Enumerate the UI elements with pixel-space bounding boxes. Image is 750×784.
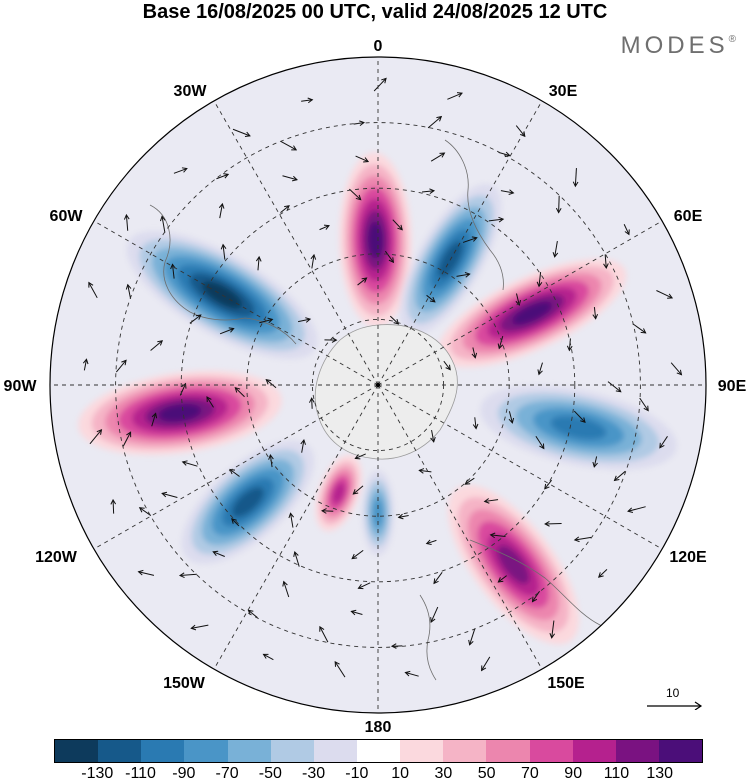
lon-label-60w: 60W	[50, 208, 84, 225]
polar-map: 0 30E 60E 90E 120E 150E 180 150W 120W 90…	[0, 0, 750, 740]
lon-label-150w: 150W	[163, 675, 206, 692]
lon-label-120e: 120E	[669, 549, 707, 566]
lon-label-90w: 90W	[4, 378, 38, 395]
south-pole-marker	[376, 383, 380, 387]
colorbar-segment	[98, 740, 141, 762]
colorbar-tick-label: -70	[216, 766, 239, 782]
lon-label-0: 0	[374, 38, 383, 55]
colorbar-segment	[400, 740, 443, 762]
colorbar-tick-label: -30	[302, 766, 325, 782]
lon-label-150e: 150E	[547, 675, 585, 692]
colorbar-tick-label: 70	[521, 766, 539, 782]
colorbar-segment	[659, 740, 702, 762]
colorbar-tick-label: -90	[172, 766, 195, 782]
lon-label-30e: 30E	[549, 83, 578, 100]
colorbar-segment	[573, 740, 616, 762]
lon-label-180: 180	[365, 719, 392, 736]
colorbar-tick-label: -50	[259, 766, 282, 782]
colorbar-segment	[357, 740, 400, 762]
colorbar-segment	[616, 740, 659, 762]
colorbar-tick-label: -10	[345, 766, 368, 782]
colorbar-segment	[184, 740, 227, 762]
colorbar-segment	[55, 740, 98, 762]
colorbar-tick-label: -130	[81, 766, 113, 782]
colorbar-tick-label: 90	[564, 766, 582, 782]
colorbar-segment	[271, 740, 314, 762]
colorbar-segment	[141, 740, 184, 762]
wind-reference-vector: 10	[645, 686, 703, 710]
colorbar-segment	[486, 740, 529, 762]
colorbar-ticks: -130 -110 -90 -70 -50 -30 -10 10 30 50 70 90 110 130	[0, 766, 750, 784]
colorbar-tick-label: 130	[646, 766, 673, 782]
lon-label-30w: 30W	[174, 83, 208, 100]
lon-label-60e: 60E	[674, 208, 703, 225]
lon-label-90e: 90E	[718, 378, 747, 395]
colorbar	[54, 739, 703, 763]
colorbar-tick-label: -110	[125, 766, 156, 782]
colorbar-tick-label: 50	[478, 766, 496, 782]
colorbar-tick-label: 30	[434, 766, 452, 782]
colorbar-segment	[228, 740, 271, 762]
colorbar-segment	[443, 740, 486, 762]
colorbar-segment	[314, 740, 357, 762]
colorbar-tick-label: 110	[604, 766, 630, 782]
colorbar-tick-label: 10	[391, 766, 409, 782]
colorbar-segment	[530, 740, 573, 762]
lon-label-120w: 120W	[35, 549, 78, 566]
